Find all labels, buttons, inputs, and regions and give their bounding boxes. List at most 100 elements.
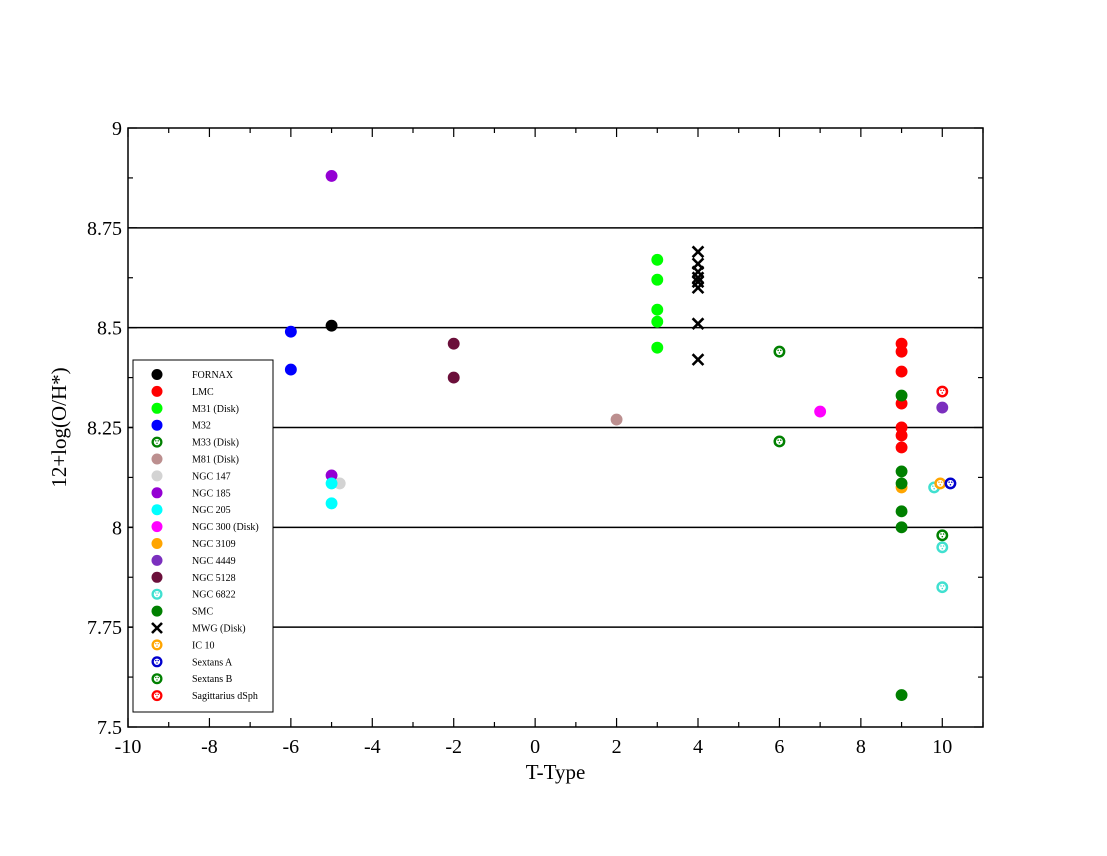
- marker-dot: [942, 545, 945, 547]
- data-point: [325, 319, 338, 332]
- x-tick-label: 0: [530, 736, 540, 758]
- marker-hole: [938, 583, 946, 591]
- marker-dot: [941, 392, 944, 394]
- marker-dot: [777, 349, 779, 352]
- legend-label: Sagittarius dSph: [192, 691, 258, 702]
- legend-marker: [151, 402, 163, 414]
- legend-marker: [151, 470, 163, 482]
- data-point: [895, 429, 908, 442]
- marker-stroke: [151, 622, 163, 634]
- data-point: [447, 371, 460, 384]
- legend-label: NGC 6822: [192, 590, 236, 601]
- data-point: [895, 365, 908, 378]
- legend-marker: [151, 588, 163, 600]
- marker-stroke: [691, 353, 705, 366]
- legend-marker: [151, 538, 163, 549]
- data-point: [651, 303, 664, 316]
- marker-dot: [155, 642, 157, 645]
- tick-labels: -10 -8 -6 -4 -2 0 2 4 6 8 10 7.5 7.75 8 8.25 8.5 8.75 9: [87, 118, 952, 758]
- marker-dot: [155, 693, 157, 696]
- data-point: [936, 385, 949, 398]
- marker-dot: [940, 585, 942, 587]
- marker-dot: [156, 442, 158, 445]
- marker-hole: [775, 438, 783, 445]
- marker-dot: [155, 592, 157, 594]
- legend-label: Sextans A: [192, 657, 233, 668]
- y-axis-title: 12+log(O/H*): [47, 367, 71, 487]
- marker-dot: [157, 642, 159, 645]
- data-point: [895, 345, 908, 358]
- marker-dot: [156, 662, 158, 664]
- legend-label: NGC 185: [192, 488, 231, 499]
- data-point: [651, 273, 664, 286]
- legend-marker: [151, 639, 163, 651]
- legend-label: LMC: [192, 387, 214, 398]
- data-point: [333, 477, 346, 490]
- legend-box: [132, 359, 274, 713]
- marker-hole: [153, 641, 161, 649]
- marker-dot: [778, 352, 781, 354]
- marker-stroke: [691, 281, 705, 295]
- legend-label: Sextans B: [192, 674, 233, 685]
- marker-dot: [156, 679, 158, 681]
- data-point: [773, 435, 786, 448]
- marker-dot: [939, 483, 942, 486]
- data-point: [325, 497, 338, 510]
- data-point: [284, 325, 297, 338]
- marker-hole: [775, 348, 783, 356]
- data-point: [691, 245, 705, 259]
- x-axis-title: T-Type: [526, 760, 586, 784]
- marker-hole: [938, 531, 946, 539]
- marker-dot: [778, 442, 781, 444]
- legend-label: NGC 5128: [192, 573, 236, 584]
- marker-hole: [153, 692, 161, 699]
- legend-label: SMC: [192, 607, 213, 618]
- y-tick-label: 8: [112, 517, 122, 539]
- legend-label: M32: [192, 421, 211, 432]
- legend-label: M33 (Disk): [192, 438, 239, 449]
- marker-hole: [946, 479, 954, 487]
- legend-label: M81 (Disk): [192, 455, 239, 466]
- data-points: [284, 169, 957, 701]
- legend-marker: [151, 504, 163, 516]
- x-tick-label: -10: [115, 736, 142, 758]
- marker-dot: [933, 487, 935, 490]
- data-point: [651, 253, 664, 266]
- marker-dot: [156, 645, 158, 647]
- marker-dot: [932, 485, 934, 487]
- data-point: [651, 315, 664, 328]
- data-point: [814, 405, 827, 418]
- x-tick-label: 6: [774, 736, 784, 758]
- marker-hole: [153, 438, 161, 446]
- legend-label: NGC 300 (Disk): [192, 522, 259, 533]
- data-point: [936, 581, 949, 594]
- legend-label: FORNAX: [192, 370, 234, 381]
- legend-marker: [151, 690, 163, 702]
- legend-label: M31 (Disk): [192, 404, 239, 415]
- marker-dot: [940, 481, 943, 483]
- x-tick-label: 4: [693, 736, 703, 758]
- marker-dot: [941, 547, 944, 550]
- legend-marker: [151, 453, 163, 465]
- data-point: [447, 337, 460, 350]
- marker-dot: [155, 440, 157, 442]
- legend-marker: [151, 419, 163, 431]
- marker-stroke: [691, 271, 705, 285]
- legend-marker: [151, 571, 163, 583]
- legend: FORNAX LMC M31 (Disk) M32 M33 (Disk) M81 (Dis…: [132, 359, 274, 713]
- marker-dot: [156, 696, 158, 698]
- y-tick-label: 8.5: [97, 318, 122, 340]
- y-tick-label: 7.75: [87, 617, 122, 639]
- marker-stroke: [691, 317, 705, 330]
- data-point: [651, 341, 664, 354]
- marker-dot: [938, 481, 940, 483]
- marker-dot: [157, 440, 159, 442]
- marker-hole: [938, 543, 946, 551]
- data-point: [691, 353, 705, 366]
- marker-hole: [936, 479, 944, 487]
- legend-marker: [151, 436, 163, 448]
- marker-dot: [157, 659, 159, 662]
- marker-dot: [948, 481, 950, 483]
- data-point: [325, 169, 338, 182]
